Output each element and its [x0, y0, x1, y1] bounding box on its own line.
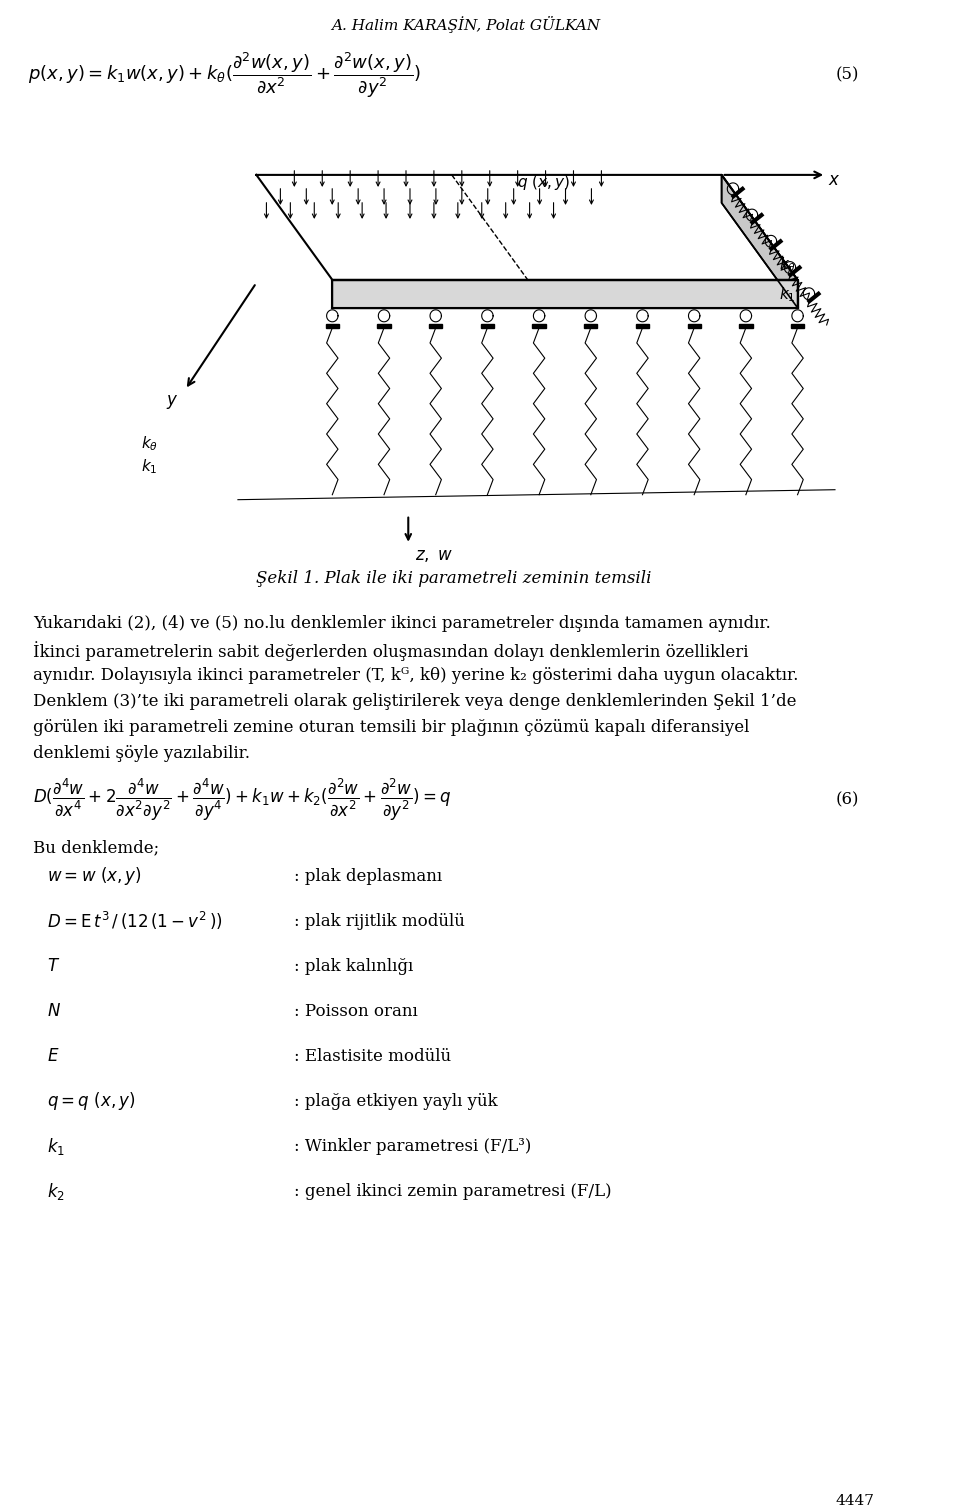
Text: Denklem (3)’te iki parametreli olarak geliştirilerek veya denge denklemlerinden : Denklem (3)’te iki parametreli olarak ge…	[34, 692, 797, 709]
Text: : genel ikinci zemin parametresi (F/L): : genel ikinci zemin parametresi (F/L)	[295, 1182, 612, 1201]
Polygon shape	[377, 324, 391, 328]
Text: İkinci parametrelerin sabit değerlerden oluşmasından dolayı denklemlerin özellik: İkinci parametrelerin sabit değerlerden …	[34, 641, 749, 661]
Text: denklemi şöyle yazılabilir.: denklemi şöyle yazılabilir.	[34, 744, 251, 762]
Polygon shape	[791, 324, 804, 328]
Text: $k_1$: $k_1$	[47, 1136, 65, 1157]
Text: : plağa etkiyen yaylı yük: : plağa etkiyen yaylı yük	[295, 1093, 498, 1110]
Text: (6): (6)	[835, 791, 859, 807]
Text: 4447: 4447	[835, 1494, 875, 1507]
Text: : Elastisite modülü: : Elastisite modülü	[295, 1048, 451, 1064]
Polygon shape	[584, 324, 597, 328]
Text: $p(x,y)=k_1w(x,y)+k_\theta(\dfrac{\partial^2 w(x,y)}{\partial x^2}+\dfrac{\parti: $p(x,y)=k_1w(x,y)+k_\theta(\dfrac{\parti…	[29, 50, 421, 100]
Text: : plak deplasmanı: : plak deplasmanı	[295, 868, 443, 885]
Polygon shape	[687, 324, 701, 328]
Text: Yukarıdaki (2), (4) ve (5) no.lu denklemler ikinci parametreler dışında tamamen : Yukarıdaki (2), (4) ve (5) no.lu denklem…	[34, 615, 771, 632]
Text: $y$: $y$	[166, 393, 179, 411]
Text: $k_2$: $k_2$	[47, 1181, 65, 1202]
Polygon shape	[332, 280, 798, 308]
Text: $x$: $x$	[828, 172, 840, 189]
Text: $k_\theta$: $k_\theta$	[779, 256, 796, 274]
Polygon shape	[325, 324, 339, 328]
Polygon shape	[722, 175, 798, 308]
Text: $N$: $N$	[47, 1002, 61, 1021]
Text: (5): (5)	[835, 67, 859, 83]
Text: $E$: $E$	[47, 1048, 60, 1064]
Polygon shape	[429, 324, 443, 328]
Text: A. Halim KARAŞİN, Polat GÜLKAN: A. Halim KARAŞİN, Polat GÜLKAN	[330, 17, 600, 33]
Text: $q = q\ (x,y)$: $q = q\ (x,y)$	[47, 1090, 136, 1113]
Text: : plak rijitlik modülü: : plak rijitlik modülü	[295, 913, 466, 930]
Text: : Poisson oranı: : Poisson oranı	[295, 1002, 419, 1021]
Polygon shape	[636, 324, 649, 328]
Text: $w = w\ (x,y)$: $w = w\ (x,y)$	[47, 865, 142, 888]
Text: $k_1$: $k_1$	[779, 284, 795, 304]
Text: : Winkler parametresi (F/L³): : Winkler parametresi (F/L³)	[295, 1139, 532, 1155]
Text: $D = \mathrm{E}\,t^3\,/\,(12\,(1-v^2\,))$: $D = \mathrm{E}\,t^3\,/\,(12\,(1-v^2\,))…	[47, 910, 223, 933]
Polygon shape	[739, 324, 753, 328]
Text: $z,\ w$: $z,\ w$	[415, 547, 453, 564]
Text: $D(\dfrac{\partial^4 w}{\partial x^4}+2\dfrac{\partial^4 w}{\partial x^2\partial: $D(\dfrac{\partial^4 w}{\partial x^4}+2\…	[34, 776, 451, 823]
Text: $T$: $T$	[47, 959, 60, 975]
Polygon shape	[533, 324, 545, 328]
Text: görülen iki parametreli zemine oturan temsili bir plağının çözümü kapalı diferan: görülen iki parametreli zemine oturan te…	[34, 718, 750, 735]
Text: : plak kalınlığı: : plak kalınlığı	[295, 959, 414, 975]
Text: $q\ (x,y)$: $q\ (x,y)$	[517, 172, 570, 192]
Polygon shape	[481, 324, 494, 328]
Text: $k_\theta$: $k_\theta$	[140, 435, 157, 454]
Text: Şekil 1. Plak ile iki parametreli zeminin temsili: Şekil 1. Plak ile iki parametreli zemini…	[256, 570, 652, 587]
Text: $k_1$: $k_1$	[140, 458, 157, 476]
Polygon shape	[237, 490, 835, 499]
Text: Bu denklemde;: Bu denklemde;	[34, 839, 159, 856]
Text: aynıdır. Dolayısıyla ikinci parametreler (T, kᴳ, kθ) yerine k₂ gösterimi daha uy: aynıdır. Dolayısıyla ikinci parametreler…	[34, 667, 799, 683]
